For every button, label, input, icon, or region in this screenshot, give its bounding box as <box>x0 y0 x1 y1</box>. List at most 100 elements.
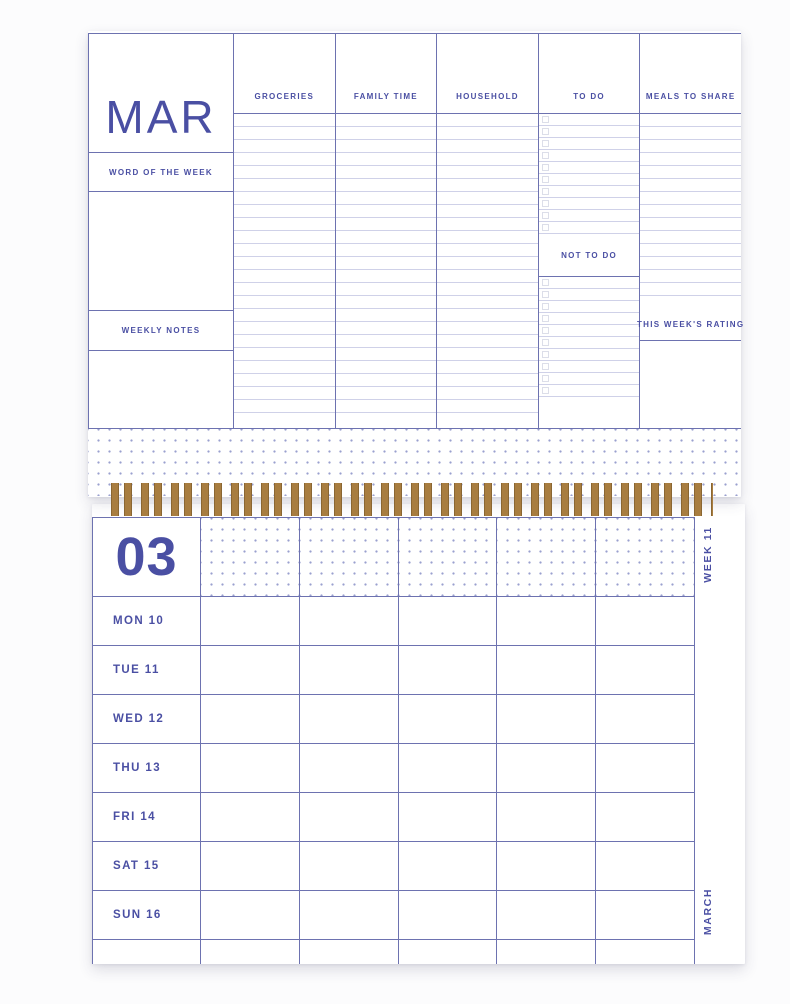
day-entry-cell <box>200 940 299 964</box>
meals-to-share-column: MEALS TO SHARE THIS WEEK'S RATING <box>636 34 745 428</box>
weeks-rating-header: THIS WEEK'S RATING <box>636 308 745 341</box>
checkbox-icon <box>541 116 549 123</box>
day-entry-cell <box>200 744 299 792</box>
day-label: MON 10 <box>113 615 165 627</box>
day-row-sunday: SUN 16 <box>93 891 694 940</box>
word-of-the-week-label: WORD OF THE WEEK <box>109 167 213 177</box>
day-entry-cell <box>200 695 299 743</box>
checkbox-icon <box>541 200 549 207</box>
day-entry-cell <box>496 940 595 964</box>
day-entry-cell <box>298 744 398 792</box>
not-todo-checkbox-row <box>538 289 640 301</box>
dot-grid-cell <box>397 518 497 596</box>
family-time-ruled-lines <box>335 113 437 425</box>
todo-checklist <box>538 113 640 234</box>
meals-to-share-label: MEALS TO SHARE <box>645 92 736 101</box>
day-entry-cell <box>595 597 694 645</box>
day-entry-cell <box>397 891 497 939</box>
todo-checkbox-row <box>538 162 640 174</box>
day-label-cell: TUE 11 <box>93 646 200 694</box>
household-column: HOUSEHOLD <box>437 34 539 428</box>
day-label-cell: MON 10 <box>93 597 200 645</box>
word-of-the-week-area <box>89 192 233 311</box>
household-header: HOUSEHOLD <box>437 34 538 113</box>
checkbox-icon <box>541 128 549 135</box>
day-label-cell: SAT 15 <box>93 842 200 890</box>
day-entry-cell <box>298 891 398 939</box>
meals-ruled-lines <box>640 113 741 308</box>
not-todo-checkbox-row <box>538 385 640 397</box>
day-entry-cell <box>496 744 595 792</box>
todo-label: TO DO <box>573 92 605 101</box>
checkbox-icon <box>541 303 549 310</box>
weekly-notes-header: WEEKLY NOTES <box>89 311 233 351</box>
dot-grid-cell <box>595 518 694 596</box>
not-todo-checkbox-row <box>538 301 640 313</box>
day-entry-cell <box>200 793 299 841</box>
not-todo-header: NOT TO DO <box>538 234 640 277</box>
day-entry-cell <box>397 597 497 645</box>
month-header: MAR <box>89 34 233 153</box>
household-label: HOUSEHOLD <box>456 92 519 101</box>
not-todo-checklist <box>538 277 640 397</box>
checkbox-icon <box>541 279 549 286</box>
dashboard-grid: MAR WORD OF THE WEEK WEEKLY NOTES GROCER… <box>88 33 745 429</box>
day-entry-cell <box>595 891 694 939</box>
todo-checkbox-row <box>538 138 640 150</box>
month-abbr: MAR <box>105 91 217 143</box>
meals-to-share-header: MEALS TO SHARE <box>640 34 741 113</box>
day-label: THU 13 <box>113 762 162 774</box>
day-label-cell: THU 13 <box>93 744 200 792</box>
day-entry-cell <box>595 744 694 792</box>
day-entry-cell <box>496 793 595 841</box>
family-time-label: FAMILY TIME <box>353 92 418 101</box>
day-row-wednesday: WED 12 <box>93 695 694 744</box>
household-ruled-lines <box>437 113 538 425</box>
checkbox-icon <box>541 164 549 171</box>
todo-checkbox-row <box>538 114 640 126</box>
not-todo-checkbox-row <box>538 349 640 361</box>
checkbox-icon <box>541 351 549 358</box>
day-entry-cell <box>200 646 299 694</box>
not-todo-checkbox-row <box>538 313 640 325</box>
not-todo-checkbox-row <box>538 337 640 349</box>
month-number-cell: 03 <box>93 518 200 596</box>
checkbox-icon <box>541 176 549 183</box>
day-entry-cell <box>595 646 694 694</box>
week-grid: 03 MON 10 TUE 11 <box>92 517 695 964</box>
todo-header: TO DO <box>539 34 640 113</box>
day-entry-cell <box>298 842 398 890</box>
checkbox-icon <box>541 212 549 219</box>
word-of-the-week-header: WORD OF THE WEEK <box>89 153 233 192</box>
day-entry-cell <box>397 695 497 743</box>
day-entry-cell <box>298 695 398 743</box>
day-entry-cell <box>595 695 694 743</box>
checkbox-icon <box>541 387 549 394</box>
day-entry-cell <box>397 646 497 694</box>
day-entry-cell <box>397 744 497 792</box>
checkbox-icon <box>541 375 549 382</box>
day-label-cell: SUN 16 <box>93 891 200 939</box>
day-entry-cell <box>298 793 398 841</box>
day-label: SUN 16 <box>113 909 162 921</box>
family-time-header: FAMILY TIME <box>336 34 437 113</box>
groceries-label: GROCERIES <box>254 92 315 101</box>
not-todo-checkbox-row <box>538 361 640 373</box>
groceries-column: GROCERIES <box>234 34 336 428</box>
weekly-notes-label: WEEKLY NOTES <box>121 326 201 335</box>
day-entry-cell <box>200 842 299 890</box>
family-time-column: FAMILY TIME <box>335 34 438 428</box>
day-label: FRI 14 <box>113 811 156 823</box>
dot-grid-cell <box>496 518 596 596</box>
checkbox-icon <box>541 224 549 231</box>
day-entry-cell <box>496 646 595 694</box>
day-entry-cell <box>496 695 595 743</box>
day-row-monday: MON 10 <box>93 597 694 646</box>
day-label: WED 12 <box>113 713 165 725</box>
weeks-rating-label: THIS WEEK'S RATING <box>636 319 745 329</box>
day-label: SAT 15 <box>113 860 160 872</box>
day-row-friday: FRI 14 <box>93 793 694 842</box>
cut-off-row <box>93 940 694 964</box>
day-entry-cell <box>397 940 497 964</box>
